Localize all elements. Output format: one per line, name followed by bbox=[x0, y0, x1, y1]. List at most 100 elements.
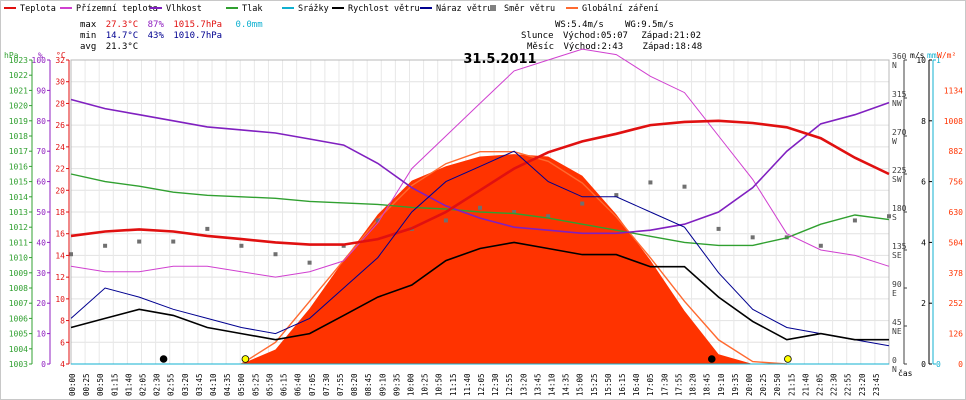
axis-pressure-tick-label: 1011 bbox=[9, 238, 28, 247]
x-tick-label: 20:25 bbox=[759, 373, 768, 396]
wind-direction-point bbox=[887, 214, 891, 219]
wind-direction-point bbox=[137, 239, 142, 244]
x-tick-label: 17:30 bbox=[660, 373, 669, 396]
axis-pressure-tick-label: 1006 bbox=[9, 314, 28, 323]
wind-gust-stat: WG:9.5m/s bbox=[625, 20, 674, 30]
axis-humidity-tick-label: 20 bbox=[36, 299, 46, 308]
axis-pressure bbox=[29, 59, 33, 365]
axis-wind-direction-tick-label: 270 bbox=[892, 128, 907, 137]
x-tick-label: 02:55 bbox=[167, 373, 176, 396]
axis-radiation-unit: W/m² bbox=[937, 51, 956, 60]
x-tick-label: 07:55 bbox=[336, 373, 345, 396]
x-tick-label: 07:05 bbox=[308, 373, 317, 396]
axis-temperature-unit: °C bbox=[56, 51, 66, 60]
wind-direction-point bbox=[239, 243, 244, 248]
x-tick-label: 00:00 bbox=[68, 373, 77, 396]
max-pressure: 1015.7hPa bbox=[173, 20, 223, 30]
axis-pressure-tick-label: 1004 bbox=[9, 345, 28, 354]
x-tick-label: 01:15 bbox=[110, 373, 119, 396]
axis-humidity-tick-label: 40 bbox=[36, 238, 46, 247]
x-tick-label: 17:05 bbox=[646, 373, 655, 396]
legend-label: Vlhkost bbox=[166, 4, 202, 14]
x-tick-label: 04:10 bbox=[209, 373, 218, 396]
axis-temperature-tick-label: 10 bbox=[55, 295, 65, 304]
x-tick-label: 08:45 bbox=[364, 373, 373, 396]
axis-pressure-tick-label: 1017 bbox=[9, 147, 28, 156]
wind-direction-point bbox=[307, 260, 312, 265]
wind-speed-stat: WS:5.4m/s bbox=[555, 20, 604, 30]
axis-radiation-tick-label: 882 bbox=[949, 147, 964, 156]
x-tick-label: 21:40 bbox=[801, 373, 810, 396]
axis-pressure-tick-label: 1014 bbox=[9, 193, 28, 202]
x-tick-label: 09:10 bbox=[378, 373, 387, 396]
axis-wind-direction-tick-label: 180 bbox=[892, 204, 907, 213]
max-label: max bbox=[80, 20, 97, 30]
axis-temperature-tick-label: 16 bbox=[55, 230, 65, 239]
series-humidity bbox=[70, 98, 890, 235]
wind-direction-point bbox=[443, 218, 448, 223]
marker-západ-měsíce bbox=[707, 355, 716, 363]
axis-temperature-tick-label: 4 bbox=[60, 360, 65, 369]
marker-východ-měsíce bbox=[159, 355, 168, 363]
axis-wind-direction-tick-label: 45 bbox=[892, 318, 902, 327]
x-tick-label: 13:20 bbox=[519, 373, 528, 396]
legend-label: Náraz větru bbox=[436, 4, 492, 14]
axis-pressure-tick-label: 1018 bbox=[9, 132, 28, 141]
wind-direction-point bbox=[103, 243, 108, 248]
axis-wind-direction-tick-label: 135 bbox=[892, 242, 907, 251]
legend-swatch bbox=[490, 5, 496, 11]
wind-direction-point bbox=[716, 226, 721, 231]
axis-wind-direction-tick-label: 225 bbox=[892, 166, 907, 175]
marker-západ-slunce bbox=[784, 355, 792, 363]
axis-wind-speed-tick-label: 6 bbox=[921, 178, 926, 187]
x-tick-label: 05:25 bbox=[251, 373, 260, 396]
x-tick-label: 11:15 bbox=[449, 373, 458, 396]
sunset-time: Západ:21:02 bbox=[641, 31, 701, 41]
axis-wind-speed-tick-label: 2 bbox=[921, 299, 926, 308]
axis-wind-speed-tick-label: 10 bbox=[916, 56, 926, 65]
axis-temperature-tick-label: 26 bbox=[55, 121, 65, 130]
axis-pressure-unit: hPa bbox=[4, 51, 19, 60]
x-tick-label: 18:45 bbox=[703, 373, 712, 396]
axis-temperature bbox=[66, 59, 70, 365]
axis-temperature-tick-label: 18 bbox=[55, 208, 65, 217]
axis-pressure-tick-label: 1010 bbox=[9, 254, 28, 263]
x-tick-label: 16:40 bbox=[632, 373, 641, 396]
axis-pressure-tick-label: 1019 bbox=[9, 117, 28, 126]
axis-radiation-tick-label: 126 bbox=[949, 330, 964, 339]
legend-label: Srážky bbox=[298, 4, 329, 14]
stats-min-row: min 14.7°C 43% 1010.7hPa bbox=[80, 31, 222, 41]
axis-temperature-tick-label: 6 bbox=[60, 338, 65, 347]
x-tick-label: 18:20 bbox=[689, 373, 698, 396]
x-tick-label: 20:50 bbox=[773, 373, 782, 396]
axis-wind-direction-compass-label: SE bbox=[892, 251, 902, 260]
axis-wind-direction-tick-label: 315 bbox=[892, 90, 907, 99]
x-tick-label: 05:00 bbox=[237, 373, 246, 396]
x-tick-label: 17:55 bbox=[674, 373, 683, 396]
chart-title: 31.5.2011 bbox=[463, 52, 536, 67]
axis-pressure-tick-label: 1020 bbox=[9, 102, 28, 111]
legend-label: Tlak bbox=[242, 4, 262, 14]
legend-label: Přízemní teplota bbox=[76, 4, 158, 14]
x-tick-label: 07:30 bbox=[322, 373, 331, 396]
wind-direction-point bbox=[512, 210, 517, 214]
axis-pressure-tick-label: 1009 bbox=[9, 269, 28, 278]
x-axis-label: čas bbox=[898, 368, 913, 378]
max-humidity: 87% bbox=[147, 20, 164, 30]
stats-max-row: max 27.3°C 87% 1015.7hPa 0.0mm bbox=[80, 20, 263, 30]
axis-wind-direction-compass-label: E bbox=[892, 289, 897, 298]
series-global-radiation-area bbox=[241, 154, 753, 364]
legend-label: Teplota bbox=[20, 4, 56, 14]
series-temperature bbox=[70, 119, 890, 246]
x-tick-label: 00:50 bbox=[96, 373, 105, 396]
x-tick-label: 23:20 bbox=[858, 373, 867, 396]
axis-pressure-tick-label: 1012 bbox=[9, 223, 28, 232]
x-tick-label: 10:25 bbox=[421, 373, 430, 396]
axis-temperature-tick-label: 12 bbox=[55, 273, 65, 282]
axis-temperature-tick-label: 32 bbox=[55, 56, 65, 65]
axis-radiation-tick-label: 756 bbox=[949, 178, 964, 187]
x-tick-label: 22:30 bbox=[830, 373, 839, 396]
axis-temperature-tick-label: 22 bbox=[55, 165, 65, 174]
series-pressure bbox=[70, 173, 890, 247]
